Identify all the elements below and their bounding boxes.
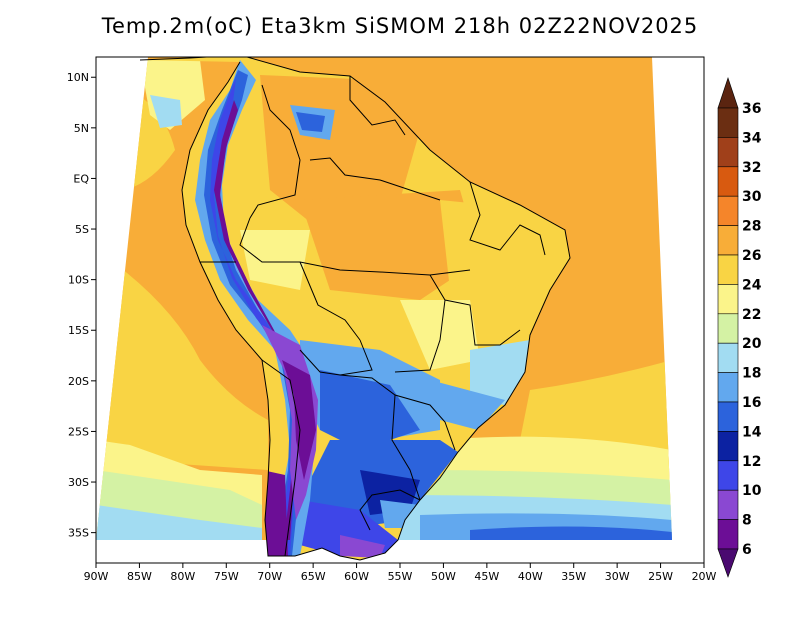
- lat-tick-label: 35S: [68, 527, 89, 540]
- lat-tick-label: 20S: [68, 375, 89, 388]
- lon-tick-label: 75W: [214, 570, 239, 583]
- lon-tick-label: 40W: [518, 570, 543, 583]
- colorbar-label: 18: [742, 366, 761, 382]
- colorbar-swatch: [717, 225, 739, 256]
- colorbar-label: 12: [742, 454, 761, 470]
- colorbar-label: 34: [742, 130, 762, 146]
- colorbar-swatch: [717, 137, 739, 168]
- colorbar-swatch: [717, 342, 739, 373]
- colorbar-label: 26: [742, 248, 761, 264]
- lat-tick-label: EQ: [73, 172, 89, 185]
- colorbar-swatch: [717, 519, 739, 550]
- lon-tick-label: 55W: [388, 570, 413, 583]
- lon-tick-label: 85W: [127, 570, 152, 583]
- colorbar-swatch: [717, 254, 739, 285]
- lat-tick-label: 5N: [74, 122, 89, 135]
- colorbar-label: 16: [742, 395, 761, 411]
- colorbar-label: 36: [742, 101, 761, 117]
- colorbar-label: 8: [742, 513, 752, 529]
- colorbar-top-arrow: [717, 77, 739, 109]
- lon-tick-label: 70W: [257, 570, 282, 583]
- colorbar-swatch: [717, 431, 739, 462]
- colorbar-label: 14: [742, 424, 762, 440]
- colorbar-swatch: [717, 401, 739, 432]
- lon-tick-label: 90W: [84, 570, 109, 583]
- country-borders: [139, 57, 571, 561]
- colorbar-swatch: [717, 372, 739, 403]
- colorbar-bottom-arrow: [717, 548, 739, 578]
- colorbar-label: 30: [742, 189, 762, 205]
- colorbar-swatch: [717, 460, 739, 491]
- lon-tick-label: 60W: [344, 570, 369, 583]
- longitude-axis: 90W 85W 80W 75W 70W 65W 60W 55W 50W 45W 40W 35W 30W 2…: [84, 563, 717, 583]
- lon-tick-label: 65W: [301, 570, 326, 583]
- map-title: Temp.2m(oC) Eta3km SiSMOM 218h 02Z22NOV2…: [101, 14, 699, 38]
- colorbar-swatch: [717, 313, 739, 344]
- lat-tick-label: 10S: [68, 274, 89, 287]
- lon-tick-label: 30W: [605, 570, 630, 583]
- lon-tick-label: 25W: [648, 570, 673, 583]
- lon-tick-label: 50W: [431, 570, 456, 583]
- latitude-axis: 10N 5N EQ 5S 10S 15S 20S 25S 30S 35S: [67, 71, 96, 540]
- lon-tick-label: 35W: [561, 570, 586, 583]
- lat-tick-label: 30S: [68, 476, 89, 489]
- colorbar-swatch: [717, 195, 739, 226]
- lon-tick-label: 45W: [474, 570, 499, 583]
- colorbar-swatch: [717, 166, 739, 197]
- colorbar-swatch: [717, 107, 739, 138]
- lat-tick-label: 5S: [75, 223, 89, 236]
- colorbar-swatch: [717, 489, 739, 520]
- lat-tick-label: 15S: [68, 324, 89, 337]
- colorbar-label: 6: [742, 542, 752, 558]
- lon-tick-label: 20W: [692, 570, 717, 583]
- lon-tick-label: 80W: [170, 570, 195, 583]
- colorbar-label: 24: [742, 277, 762, 293]
- colorbar: 36 34 32 30 28 26 24 22 20 18 16 14 12 10 8 6: [717, 77, 762, 578]
- colorbar-swatch: [717, 284, 739, 315]
- lat-tick-label: 25S: [68, 425, 89, 438]
- colorbar-label: 32: [742, 160, 761, 176]
- colorbar-label: 22: [742, 307, 761, 323]
- colorbar-label: 20: [742, 336, 762, 352]
- colorbar-label: 10: [742, 483, 762, 499]
- colorbar-label: 28: [742, 219, 761, 235]
- lat-tick-label: 10N: [67, 71, 89, 84]
